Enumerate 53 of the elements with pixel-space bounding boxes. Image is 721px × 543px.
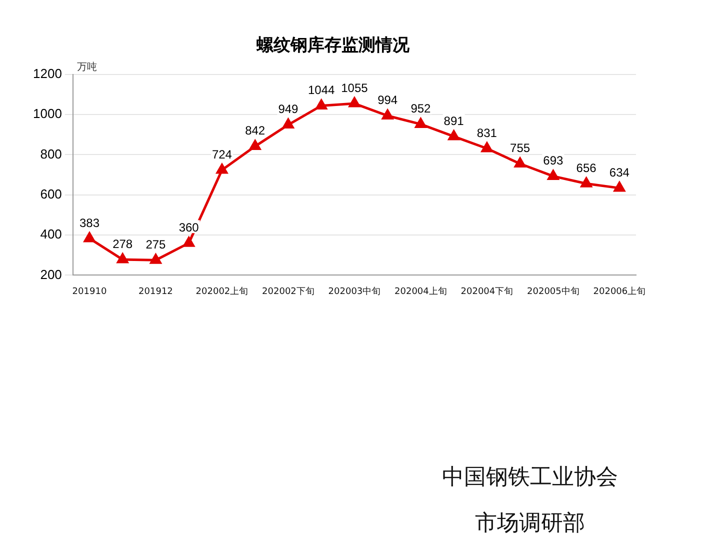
data-label: 842 [245, 124, 266, 138]
data-label: 891 [444, 114, 464, 128]
data-label: 952 [410, 102, 432, 116]
x-tick-label: 202003中旬 [328, 286, 381, 297]
point [481, 142, 493, 152]
point [580, 177, 592, 188]
x-tick-label: 201910 [72, 286, 107, 297]
x-tick-label: 202002上旬 [196, 286, 248, 297]
data-label: 994 [378, 93, 398, 108]
data-label: 693 [543, 154, 564, 168]
data-label: 278 [112, 236, 133, 251]
y-tick-label: 1200 [33, 66, 62, 81]
point [614, 182, 626, 192]
chart-title: 螺纹钢库存监测情况 [256, 36, 410, 56]
data-label: 755 [510, 141, 530, 156]
y-tick-label: 400 [40, 226, 62, 242]
point [382, 110, 394, 120]
data-label: 275 [146, 237, 166, 252]
data-label: 831 [476, 126, 498, 140]
y-tick-label: 1000 [33, 106, 62, 122]
point [117, 253, 128, 264]
point [514, 158, 526, 168]
y-axis-title: 万吨 [76, 60, 97, 73]
point [415, 118, 426, 128]
point [282, 118, 294, 129]
y-tick-label: 200 [40, 266, 62, 282]
data-label: 656 [576, 160, 597, 175]
text: 中国钢铁工业协会 [441, 464, 619, 492]
point [150, 254, 162, 264]
point [250, 140, 261, 150]
point [348, 97, 360, 108]
x-tick-label: 202002下旬 [262, 286, 314, 297]
x-tick-label: 202004下旬 [460, 286, 514, 297]
data-label: 724 [212, 147, 232, 162]
data-label: 634 [609, 165, 630, 180]
data-label: 1044 [308, 83, 336, 98]
data-label: 949 [278, 102, 299, 116]
point [84, 232, 96, 242]
x-tick-label: 201912 [138, 286, 173, 297]
data-label: 1055 [341, 80, 368, 95]
x-tick-label: 202004上旬 [394, 286, 447, 297]
text: 市场调研部 [474, 510, 586, 538]
x-tick-label: 202006上旬 [593, 286, 646, 297]
point [548, 170, 559, 180]
data-label: 360 [178, 220, 200, 234]
point [316, 99, 327, 110]
point [216, 164, 228, 174]
data-label: 383 [79, 216, 100, 230]
x-tick-label: 202005中旬 [527, 286, 580, 297]
point [448, 130, 460, 140]
y-tick-label: 600 [40, 186, 62, 202]
y-tick-label: 800 [40, 146, 62, 162]
point [183, 236, 194, 247]
